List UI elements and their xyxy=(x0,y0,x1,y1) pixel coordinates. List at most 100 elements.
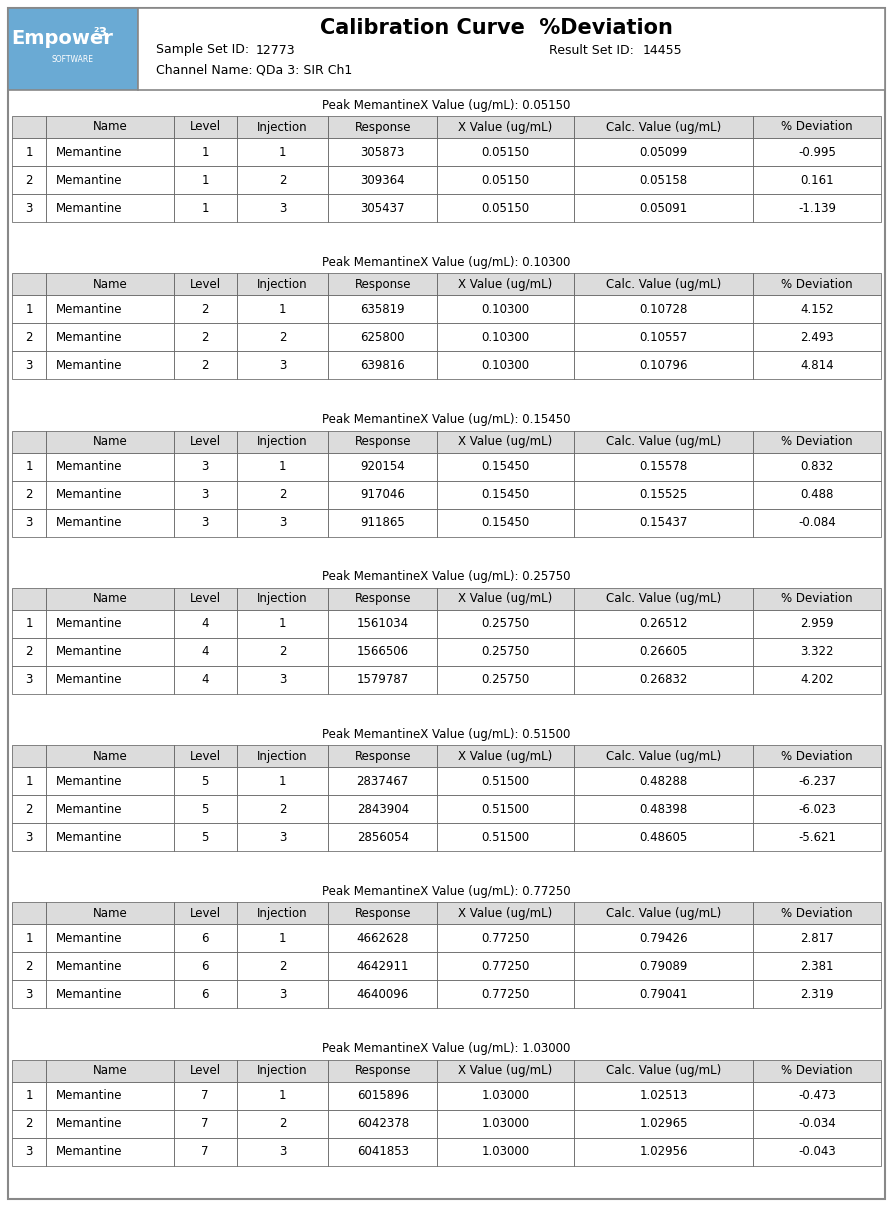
Text: 3: 3 xyxy=(279,987,286,1001)
Text: Memantine: Memantine xyxy=(56,488,122,501)
Text: 0.10557: 0.10557 xyxy=(639,331,688,344)
Bar xyxy=(754,637,881,666)
Text: % Deviation: % Deviation xyxy=(781,121,853,134)
Text: Level: Level xyxy=(189,593,221,606)
Text: Name: Name xyxy=(93,121,127,134)
Text: 0.77250: 0.77250 xyxy=(481,960,530,973)
Bar xyxy=(438,116,573,138)
Bar xyxy=(754,431,881,453)
Bar xyxy=(438,1138,573,1166)
Bar xyxy=(328,116,438,138)
Bar xyxy=(438,925,573,952)
Text: 2: 2 xyxy=(279,1118,286,1130)
Text: 0.832: 0.832 xyxy=(800,460,834,473)
Text: Memantine: Memantine xyxy=(56,146,122,158)
Bar xyxy=(173,138,237,167)
Text: 2.319: 2.319 xyxy=(800,987,834,1001)
Text: Level: Level xyxy=(189,1065,221,1077)
Text: 1: 1 xyxy=(202,174,209,187)
Text: 2: 2 xyxy=(25,488,33,501)
Text: 1: 1 xyxy=(25,1089,33,1102)
Text: Injection: Injection xyxy=(257,435,308,448)
Bar xyxy=(237,194,328,222)
Text: Injection: Injection xyxy=(257,121,308,134)
Bar xyxy=(438,795,573,823)
Bar xyxy=(173,480,237,508)
Bar xyxy=(46,666,173,694)
Bar xyxy=(12,666,46,694)
Bar xyxy=(573,1109,754,1138)
Bar xyxy=(12,925,46,952)
Text: Memantine: Memantine xyxy=(56,460,122,473)
Bar xyxy=(438,1060,573,1081)
Bar xyxy=(754,273,881,296)
Bar xyxy=(173,351,237,379)
Bar xyxy=(46,138,173,167)
Bar xyxy=(173,167,237,194)
Text: Memantine: Memantine xyxy=(56,1145,122,1159)
Text: Name: Name xyxy=(93,1065,127,1077)
Text: 3: 3 xyxy=(279,830,286,844)
Bar xyxy=(46,980,173,1008)
Bar xyxy=(573,323,754,351)
Text: 1: 1 xyxy=(25,775,33,788)
Bar xyxy=(12,823,46,851)
Bar xyxy=(573,351,754,379)
Text: 0.10300: 0.10300 xyxy=(481,303,530,316)
Text: 1: 1 xyxy=(25,617,33,630)
Bar xyxy=(173,903,237,925)
Bar xyxy=(328,823,438,851)
Bar xyxy=(46,1109,173,1138)
Bar xyxy=(173,323,237,351)
Bar xyxy=(754,194,881,222)
Bar xyxy=(328,508,438,537)
Text: 305437: 305437 xyxy=(361,202,405,215)
Text: Memantine: Memantine xyxy=(56,830,122,844)
Text: Response: Response xyxy=(355,435,411,448)
Bar xyxy=(328,666,438,694)
Bar xyxy=(438,296,573,323)
Bar xyxy=(237,610,328,637)
Text: Memantine: Memantine xyxy=(56,303,122,316)
Bar xyxy=(8,8,138,91)
Text: 6041853: 6041853 xyxy=(356,1145,409,1159)
Bar xyxy=(573,273,754,296)
Text: Calc. Value (ug/mL): Calc. Value (ug/mL) xyxy=(605,1065,721,1077)
Text: Calc. Value (ug/mL): Calc. Value (ug/mL) xyxy=(605,278,721,291)
Bar xyxy=(438,480,573,508)
Bar xyxy=(328,768,438,795)
Bar xyxy=(438,637,573,666)
Text: -0.043: -0.043 xyxy=(798,1145,836,1159)
Bar xyxy=(173,1138,237,1166)
Text: Memantine: Memantine xyxy=(56,1118,122,1130)
Text: Result Set ID:: Result Set ID: xyxy=(549,43,634,57)
Bar xyxy=(237,588,328,610)
Bar xyxy=(237,745,328,768)
Text: 2: 2 xyxy=(279,174,286,187)
Text: 0.161: 0.161 xyxy=(800,174,834,187)
Text: 2843904: 2843904 xyxy=(356,803,409,816)
Text: Memantine: Memantine xyxy=(56,174,122,187)
Text: 0.05091: 0.05091 xyxy=(639,202,688,215)
Text: 0.15578: 0.15578 xyxy=(639,460,688,473)
Text: Peak MemantineX Value (ug/mL): 0.51500: Peak MemantineX Value (ug/mL): 0.51500 xyxy=(322,728,571,741)
Bar xyxy=(12,610,46,637)
Bar xyxy=(173,768,237,795)
Bar xyxy=(754,952,881,980)
Bar xyxy=(438,273,573,296)
Text: 0.48605: 0.48605 xyxy=(639,830,688,844)
Bar xyxy=(46,637,173,666)
Text: Name: Name xyxy=(93,906,127,920)
Bar xyxy=(173,610,237,637)
Bar xyxy=(237,296,328,323)
Text: 0.05158: 0.05158 xyxy=(639,174,688,187)
Text: Injection: Injection xyxy=(257,1065,308,1077)
Text: 2: 2 xyxy=(279,331,286,344)
Bar xyxy=(328,795,438,823)
Bar xyxy=(173,925,237,952)
Bar xyxy=(12,1138,46,1166)
Text: Memantine: Memantine xyxy=(56,932,122,945)
Bar xyxy=(438,1109,573,1138)
Bar xyxy=(46,1138,173,1166)
Bar xyxy=(573,1081,754,1109)
